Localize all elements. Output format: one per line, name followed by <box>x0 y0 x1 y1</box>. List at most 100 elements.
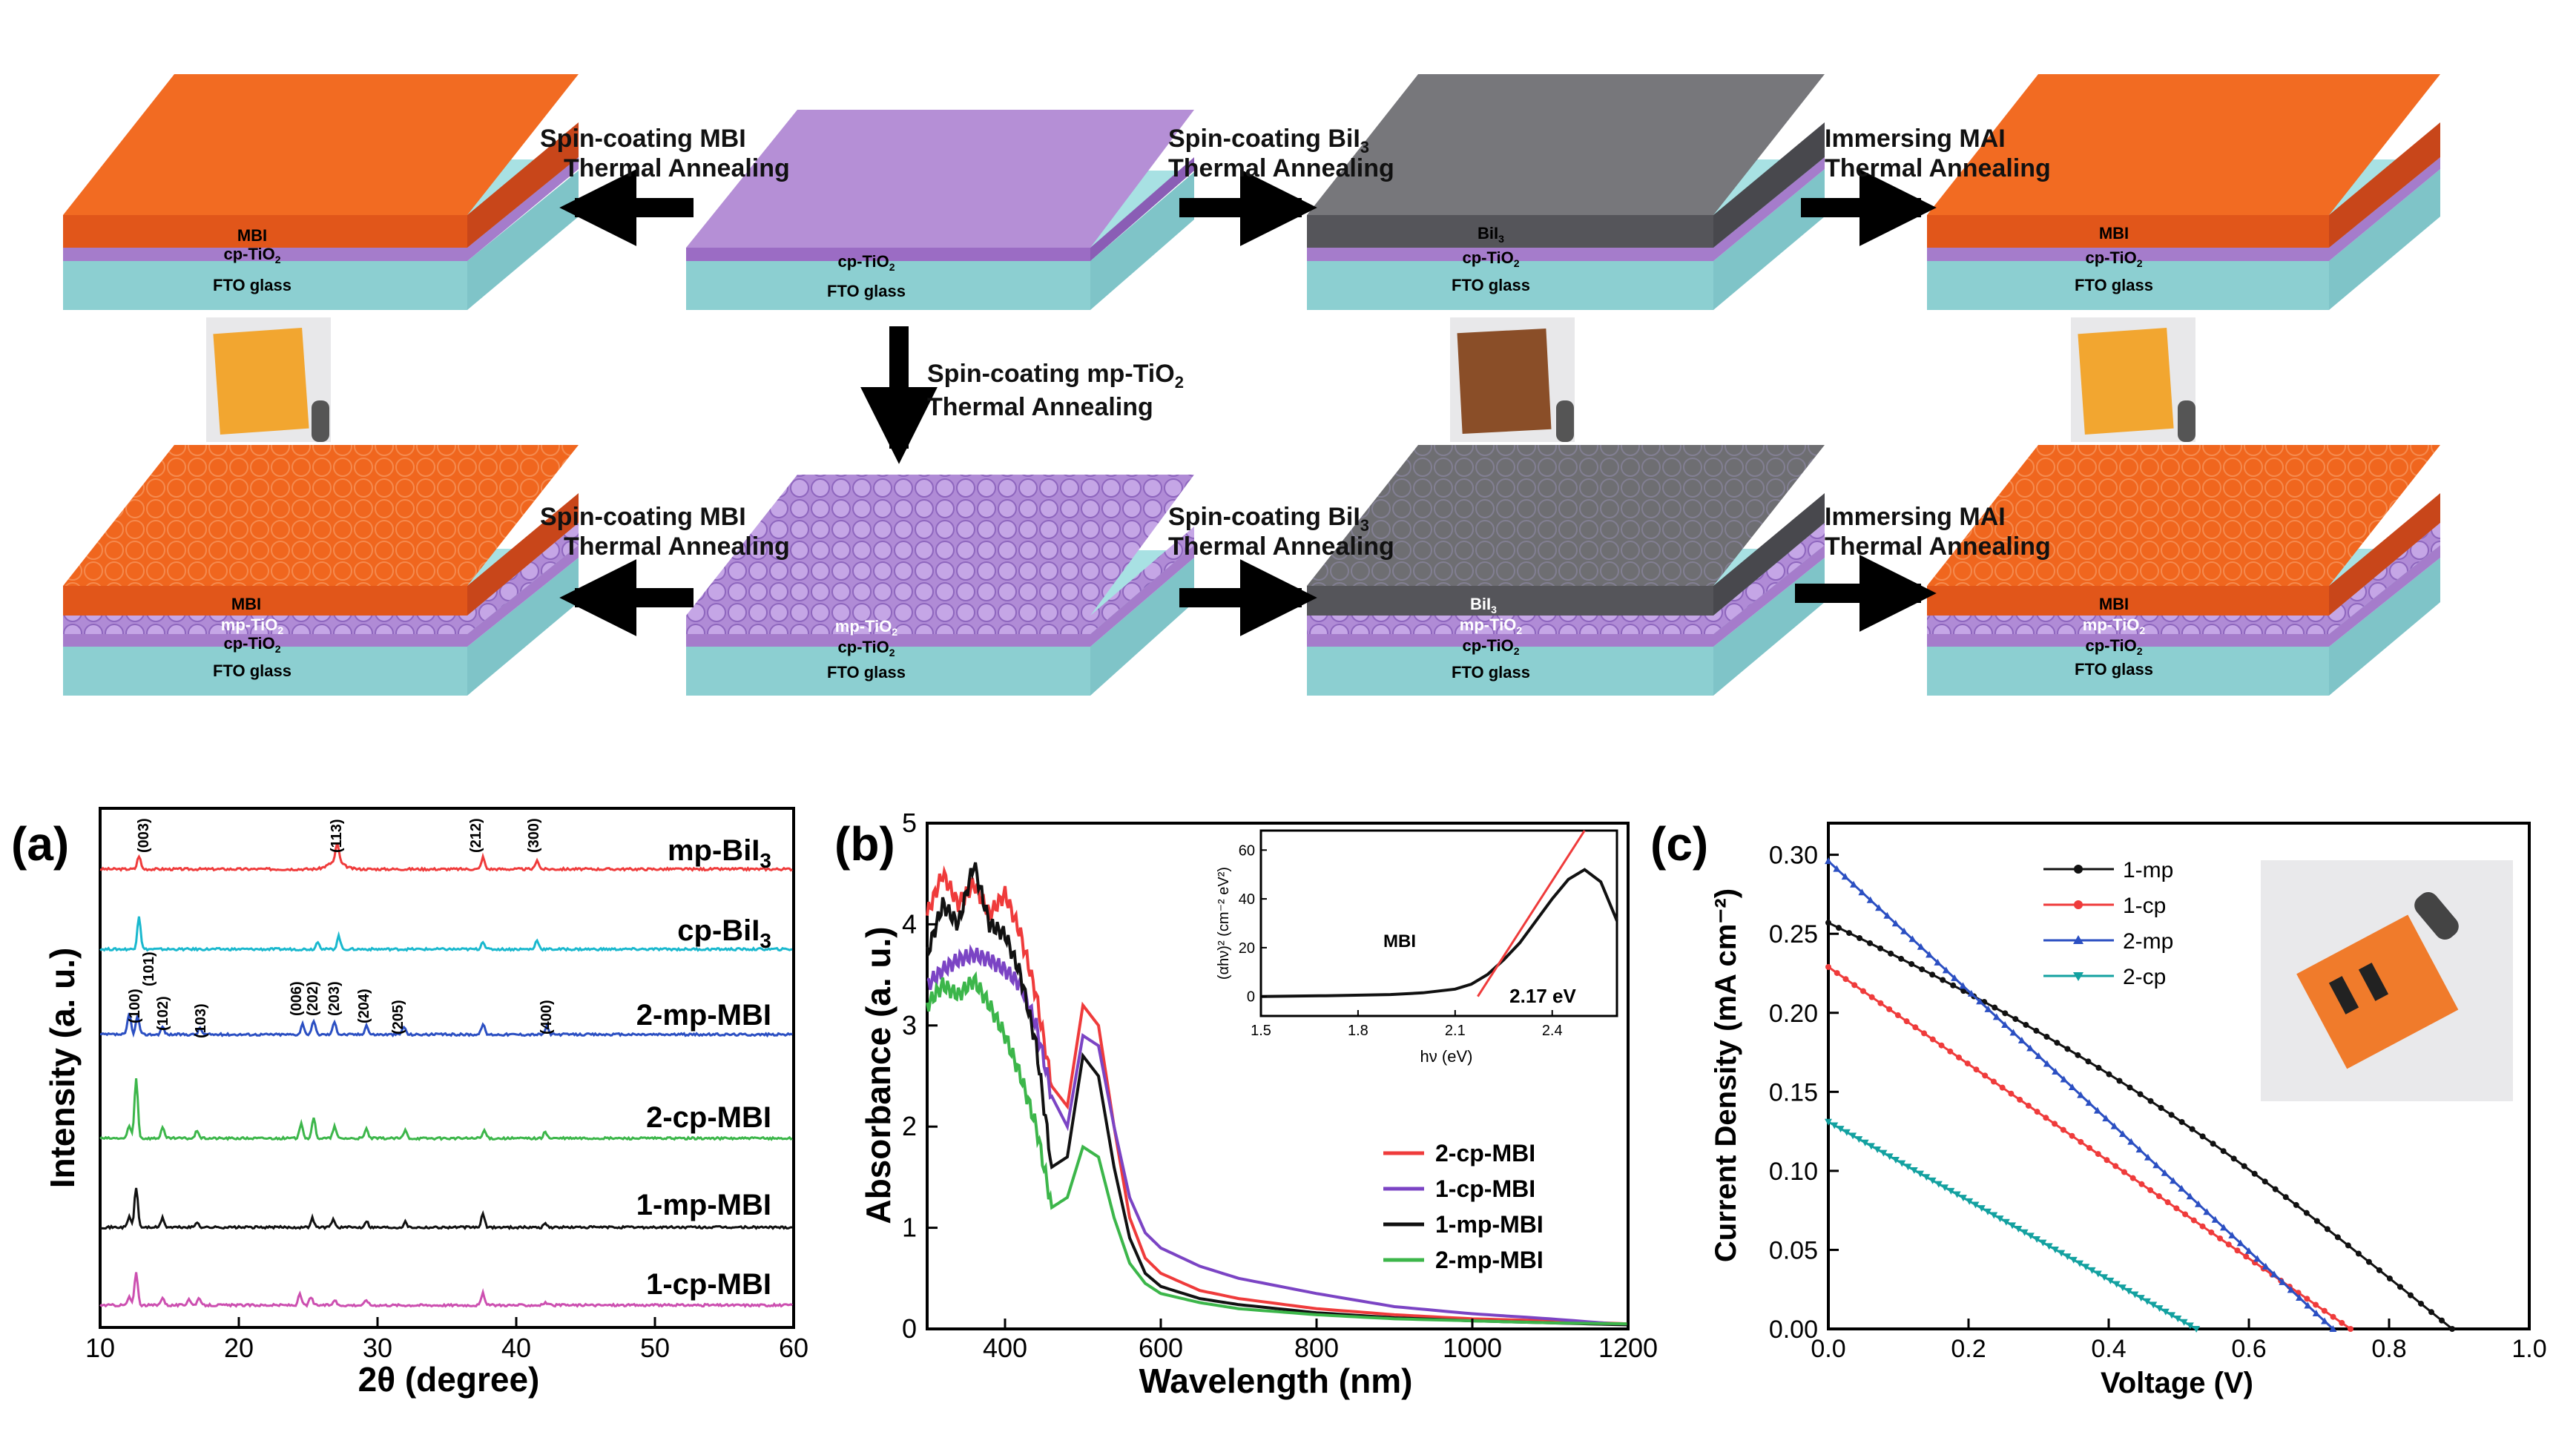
jv-point-1-cp <box>2190 1217 2197 1224</box>
peak-113: (113) <box>329 819 345 853</box>
jv-point-1-mp <box>1857 934 1863 941</box>
step-thermal: Thermal Annealing <box>1825 154 2051 182</box>
peak-102: (102) <box>155 996 171 1031</box>
jv-point-1-mp <box>2168 1112 2175 1118</box>
jv-point-2-cp <box>2106 1277 2115 1284</box>
x-axis-label: Voltage (V) <box>2101 1367 2253 1399</box>
jv-point-2-mp <box>2228 1231 2236 1238</box>
jv-point-2-mp <box>2152 1161 2161 1169</box>
curve-1-mp-mbi <box>926 862 1629 1327</box>
jv-point-2-cp <box>2180 1319 2188 1326</box>
jv-point-1-mp <box>2397 1284 2403 1290</box>
peak-003: (003) <box>136 818 152 853</box>
jv-point-2-cp <box>2186 1322 2194 1330</box>
jv-point-2-mp <box>1833 865 1841 872</box>
jv-point-2-mp <box>1858 888 1866 896</box>
tauc-inset: 1.5 1.8 2.1 2.4 0 20 40 60 hν (eV) (αhν)² (cm⁻²… <box>1216 829 1618 1066</box>
jv-point-2-cp <box>1898 1160 1906 1167</box>
jv-point-2-cp <box>2125 1287 2133 1295</box>
legend-1-cp-mbi: 1-cp-MBI <box>1435 1175 1535 1202</box>
inset-x-label: hν (eV) <box>1420 1047 1473 1066</box>
step-thermal: Thermal Annealing <box>564 154 790 182</box>
jv-point-1-mp <box>2386 1276 2393 1282</box>
jv-point-1-mp <box>1929 971 1936 978</box>
jv-point-1-mp <box>2199 1133 2206 1140</box>
legend-marker-2-mp <box>2073 935 2083 944</box>
bii3-front <box>1307 586 1713 616</box>
jv-point-1-cp <box>2017 1096 2023 1103</box>
x-tick-label: 0.2 <box>1951 1335 1986 1363</box>
y-tick-label: 0.25 <box>1769 920 1818 948</box>
cp-tio2-layer <box>1307 545 1825 647</box>
y-tick-label: 5 <box>902 808 917 838</box>
jv-point-2-cp <box>2026 1233 2035 1240</box>
jv-point-2-cp <box>2088 1267 2096 1274</box>
x-tick-label: 50 <box>640 1333 670 1363</box>
jv-point-1-cp <box>1973 1066 1980 1073</box>
step-thermal: Thermal Annealing <box>927 393 1153 421</box>
bii3-top <box>1307 445 1825 586</box>
step-thermal: Thermal Annealing <box>1168 532 1394 561</box>
jv-point-1-mp <box>2023 1021 2029 1028</box>
inset-x-tick-label: 2.1 <box>1445 1023 1466 1039</box>
jv-point-2-cp <box>1849 1132 1857 1140</box>
jv-point-1-mp <box>2147 1098 2154 1104</box>
jv-point-1-cp <box>2321 1307 2328 1314</box>
legend-2-mp-mbi: 2-mp-MBI <box>1435 1247 1544 1273</box>
jv-point-2-mp <box>1850 880 1858 888</box>
jv-point-1-mp <box>2106 1071 2112 1078</box>
layer-bii3-label: BiI3 <box>1478 224 1504 245</box>
panel-a-label: (a) <box>11 817 69 871</box>
cp-tio2-side <box>1090 157 1194 261</box>
jv-point-2-cp <box>1934 1181 1943 1188</box>
jv-point-2-cp <box>2155 1305 2164 1313</box>
jv-point-2-cp <box>1983 1208 1992 1215</box>
peak-204: (204) <box>356 989 372 1023</box>
jv-point-2-cp <box>1923 1174 1931 1181</box>
jv-point-2-cp <box>1891 1156 1900 1164</box>
cp-tio2-layer <box>1307 157 1825 261</box>
jv-point-1-cp <box>2182 1211 2189 1218</box>
step-spin-bii3: Spin-coating BiI3 <box>1168 125 1369 156</box>
jv-point-2-cp <box>2069 1256 2078 1264</box>
layer-fto-label: FTO glass <box>213 276 291 294</box>
bii3-front <box>1307 215 1713 248</box>
film-photo-3 <box>2071 317 2195 442</box>
device-mp-mbi: MBI mp-TiO2 cp-TiO2 FTO glass <box>63 445 579 696</box>
jv-point-1-mp <box>2324 1226 2330 1233</box>
jv-point-2-cp <box>2076 1260 2084 1267</box>
jv-point-1-cp <box>1868 994 1875 1000</box>
y-axis-label: Intensity (a. u.) <box>43 948 82 1189</box>
jv-point-1-mp <box>2127 1084 2133 1091</box>
jv-point-2-mp <box>2245 1247 2253 1254</box>
plot-frame <box>99 807 795 1329</box>
jv-point-1-cp <box>2173 1205 2180 1212</box>
jv-point-1-cp <box>1886 1006 1893 1012</box>
cp-tio2-layer <box>686 545 1194 647</box>
jv-point-1-cp <box>2078 1138 2084 1145</box>
jv-point-2-cp <box>2033 1236 2041 1244</box>
cp-tio2-layer <box>1927 157 2440 261</box>
jv-point-1-mp <box>2085 1058 2092 1065</box>
layer-mp-tio2-label: mp-TiO2 <box>221 616 284 636</box>
panel-b-label: (b) <box>834 817 895 871</box>
jv-point-2-cp <box>1867 1143 1875 1150</box>
step-immersing: Immersing MAI <box>1825 125 2006 153</box>
jv-point-2-mp <box>2270 1270 2279 1278</box>
jv-point-1-mp <box>2313 1218 2320 1224</box>
step-thermal: Thermal Annealing <box>564 532 790 561</box>
jv-point-2-cp <box>1941 1184 1949 1192</box>
series-2-mp-mbi <box>99 1012 793 1038</box>
jv-point-2-cp <box>1842 1129 1851 1136</box>
inset-bandgap: 2.17 eV <box>1509 985 1576 1007</box>
x-tick-label: 60 <box>779 1333 808 1363</box>
jv-point-1-cp <box>2348 1326 2354 1332</box>
jv-point-2-cp <box>1959 1195 1967 1202</box>
inset-y-tick-label: 60 <box>1239 842 1255 859</box>
jv-point-2-mp <box>2043 1060 2051 1067</box>
jv-point-1-mp <box>2241 1163 2247 1169</box>
y-tick-label: 0 <box>902 1313 917 1344</box>
jv-point-2-mp <box>2161 1169 2169 1176</box>
jv-point-1-mp <box>2230 1155 2237 1162</box>
x-tick-label: 1000 <box>1443 1333 1502 1363</box>
